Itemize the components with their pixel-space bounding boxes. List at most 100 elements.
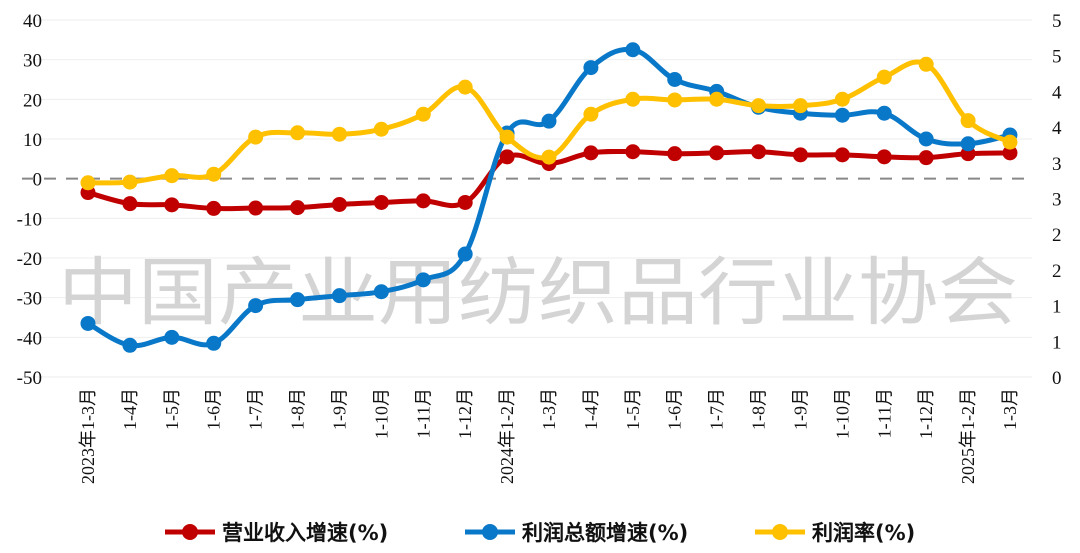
x-axis-label: 1-8月 xyxy=(749,388,769,430)
x-axis-label: 1-8月 xyxy=(288,388,308,430)
x-axis-label: 2025年1-2月 xyxy=(958,388,978,484)
data-point xyxy=(834,91,850,107)
data-point xyxy=(373,194,389,210)
right-axis-tick: 0 xyxy=(1052,368,1062,389)
x-axis-label: 1-4月 xyxy=(581,388,601,430)
right-axis-tick: 3 xyxy=(1052,154,1062,175)
left-axis-tick: -50 xyxy=(17,368,42,389)
legend-item: 营业收入增速(%) xyxy=(165,521,388,545)
data-point xyxy=(206,200,222,216)
legend-marker xyxy=(482,524,498,540)
left-axis-tick: -30 xyxy=(17,289,42,310)
right-axis-tick: 1 xyxy=(1052,297,1062,318)
data-point xyxy=(457,194,473,210)
right-axis-tick: 5 xyxy=(1052,11,1062,32)
data-point xyxy=(583,60,599,76)
data-point xyxy=(164,197,180,213)
x-axis-label: 2023年1-3月 xyxy=(78,388,98,484)
x-axis-label: 1-6月 xyxy=(665,388,685,430)
data-point xyxy=(415,272,431,288)
right-axis-tick: 1 xyxy=(1052,332,1062,353)
data-point xyxy=(80,175,96,191)
left-axis-tick: -20 xyxy=(17,249,42,270)
data-point xyxy=(499,129,515,145)
left-axis-tick: -10 xyxy=(17,209,42,230)
left-axis-tick: -40 xyxy=(17,328,42,349)
data-point xyxy=(248,298,264,314)
data-point xyxy=(164,329,180,345)
data-point xyxy=(834,147,850,163)
data-point xyxy=(583,145,599,161)
right-axis-tick: 5 xyxy=(1052,47,1062,68)
data-point xyxy=(751,144,767,160)
data-point xyxy=(80,315,96,331)
x-axis-label: 1-7月 xyxy=(707,388,727,430)
data-point xyxy=(918,150,934,166)
data-point xyxy=(290,292,306,308)
legend-marker xyxy=(772,524,788,540)
data-point xyxy=(667,92,683,108)
data-point xyxy=(667,146,683,162)
legend-item: 利润率(%) xyxy=(755,521,915,545)
data-point xyxy=(331,288,347,304)
left-axis-tick: 10 xyxy=(23,130,42,151)
right-axis-tick: 2 xyxy=(1052,261,1062,282)
data-point xyxy=(625,144,641,160)
legend-item: 利润总额增速(%) xyxy=(465,521,688,545)
data-point xyxy=(583,106,599,122)
data-point xyxy=(960,113,976,129)
left-axis-tick: 30 xyxy=(23,51,42,72)
data-point xyxy=(415,106,431,122)
data-point xyxy=(876,69,892,85)
x-axis-label: 1-5月 xyxy=(623,388,643,430)
x-axis-label: 1-7月 xyxy=(246,388,266,430)
data-point xyxy=(1002,145,1018,161)
data-point xyxy=(709,145,725,161)
data-point xyxy=(248,200,264,216)
left-axis-tick: 0 xyxy=(33,170,43,191)
x-axis-label: 2024年1-2月 xyxy=(497,388,517,484)
legend-label: 利润总额增速(%) xyxy=(522,521,688,545)
x-axis-label: 1-11月 xyxy=(413,388,433,438)
data-point xyxy=(625,91,641,107)
data-point xyxy=(918,56,934,72)
data-point xyxy=(290,200,306,216)
left-axis-tick: 20 xyxy=(23,90,42,111)
data-point xyxy=(667,72,683,87)
data-point xyxy=(415,193,431,209)
x-axis-label: 1-12月 xyxy=(916,388,936,439)
data-point xyxy=(331,126,347,142)
right-axis-tick: 4 xyxy=(1052,118,1062,139)
data-point xyxy=(206,335,222,351)
data-point xyxy=(122,337,138,353)
x-axis-label: 1-6月 xyxy=(204,388,224,430)
data-point xyxy=(499,149,515,165)
data-point xyxy=(290,125,306,141)
data-point xyxy=(876,105,892,121)
x-axis-label: 1-9月 xyxy=(329,388,349,430)
data-point xyxy=(457,246,473,262)
data-point xyxy=(541,113,557,129)
x-axis-label: 1-5月 xyxy=(162,388,182,430)
data-point xyxy=(625,42,641,58)
legend-label: 营业收入增速(%) xyxy=(222,521,388,545)
data-point xyxy=(164,168,180,184)
data-point xyxy=(918,131,934,147)
data-point xyxy=(248,129,264,145)
x-axis-label: 1-11月 xyxy=(874,388,894,438)
x-axis-label: 1-3月 xyxy=(1000,388,1020,430)
data-point xyxy=(373,121,389,137)
x-axis-label: 1-4月 xyxy=(120,388,140,430)
data-point xyxy=(709,91,725,107)
data-point xyxy=(331,196,347,212)
data-point xyxy=(373,284,389,300)
right-axis-tick: 3 xyxy=(1052,190,1062,211)
watermark: 中国产业用纺织品行业协会 xyxy=(58,250,1018,336)
data-point xyxy=(960,136,976,152)
right-axis-tick: 4 xyxy=(1052,82,1062,103)
x-axis-label: 1-9月 xyxy=(790,388,810,430)
data-point xyxy=(792,98,808,114)
data-point xyxy=(751,98,767,114)
x-axis-label: 1-10月 xyxy=(832,388,852,439)
